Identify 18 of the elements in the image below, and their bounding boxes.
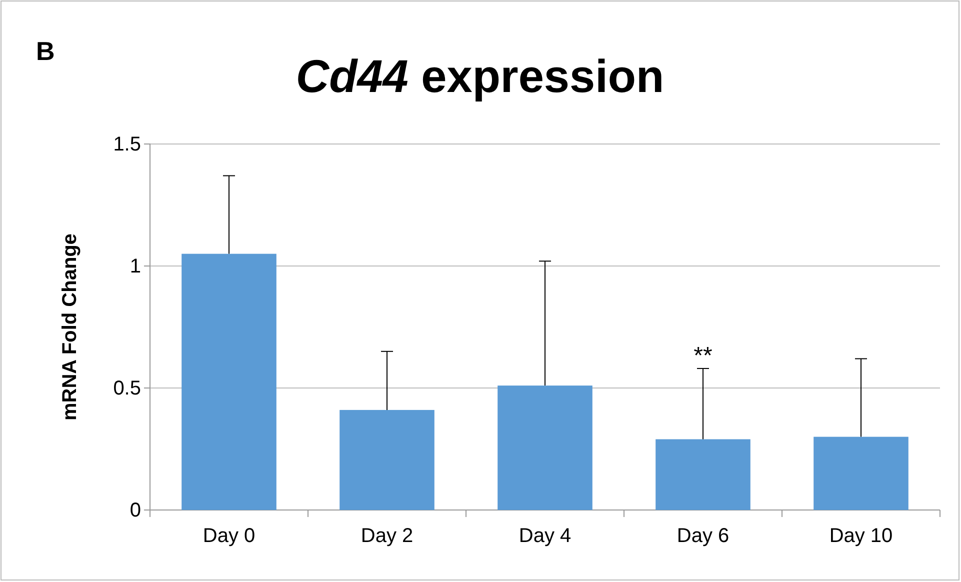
- bar: [182, 254, 276, 510]
- text: B: [36, 36, 55, 66]
- y-tick-label: 0.5: [113, 377, 141, 400]
- bar: [814, 436, 908, 510]
- x-tick-label: Day 10: [829, 525, 893, 548]
- x-tick-label: Day 4: [518, 525, 572, 548]
- y-tick-label: 1: [130, 255, 141, 278]
- y-tick-label: 1.5: [113, 133, 141, 156]
- bar: [498, 386, 592, 510]
- x-tick-label: Day 2: [360, 525, 414, 548]
- y-axis-title: mRNA Fold Change: [59, 233, 81, 421]
- chart-title: Cd44 expression: [296, 50, 664, 102]
- x-tick-label: Day 6: [676, 525, 730, 548]
- y-tick-label: 0: [130, 499, 141, 522]
- bar: [340, 410, 434, 510]
- bar: [656, 439, 750, 510]
- x-tick-label: Day 0: [202, 525, 256, 548]
- annotation: **: [694, 342, 712, 370]
